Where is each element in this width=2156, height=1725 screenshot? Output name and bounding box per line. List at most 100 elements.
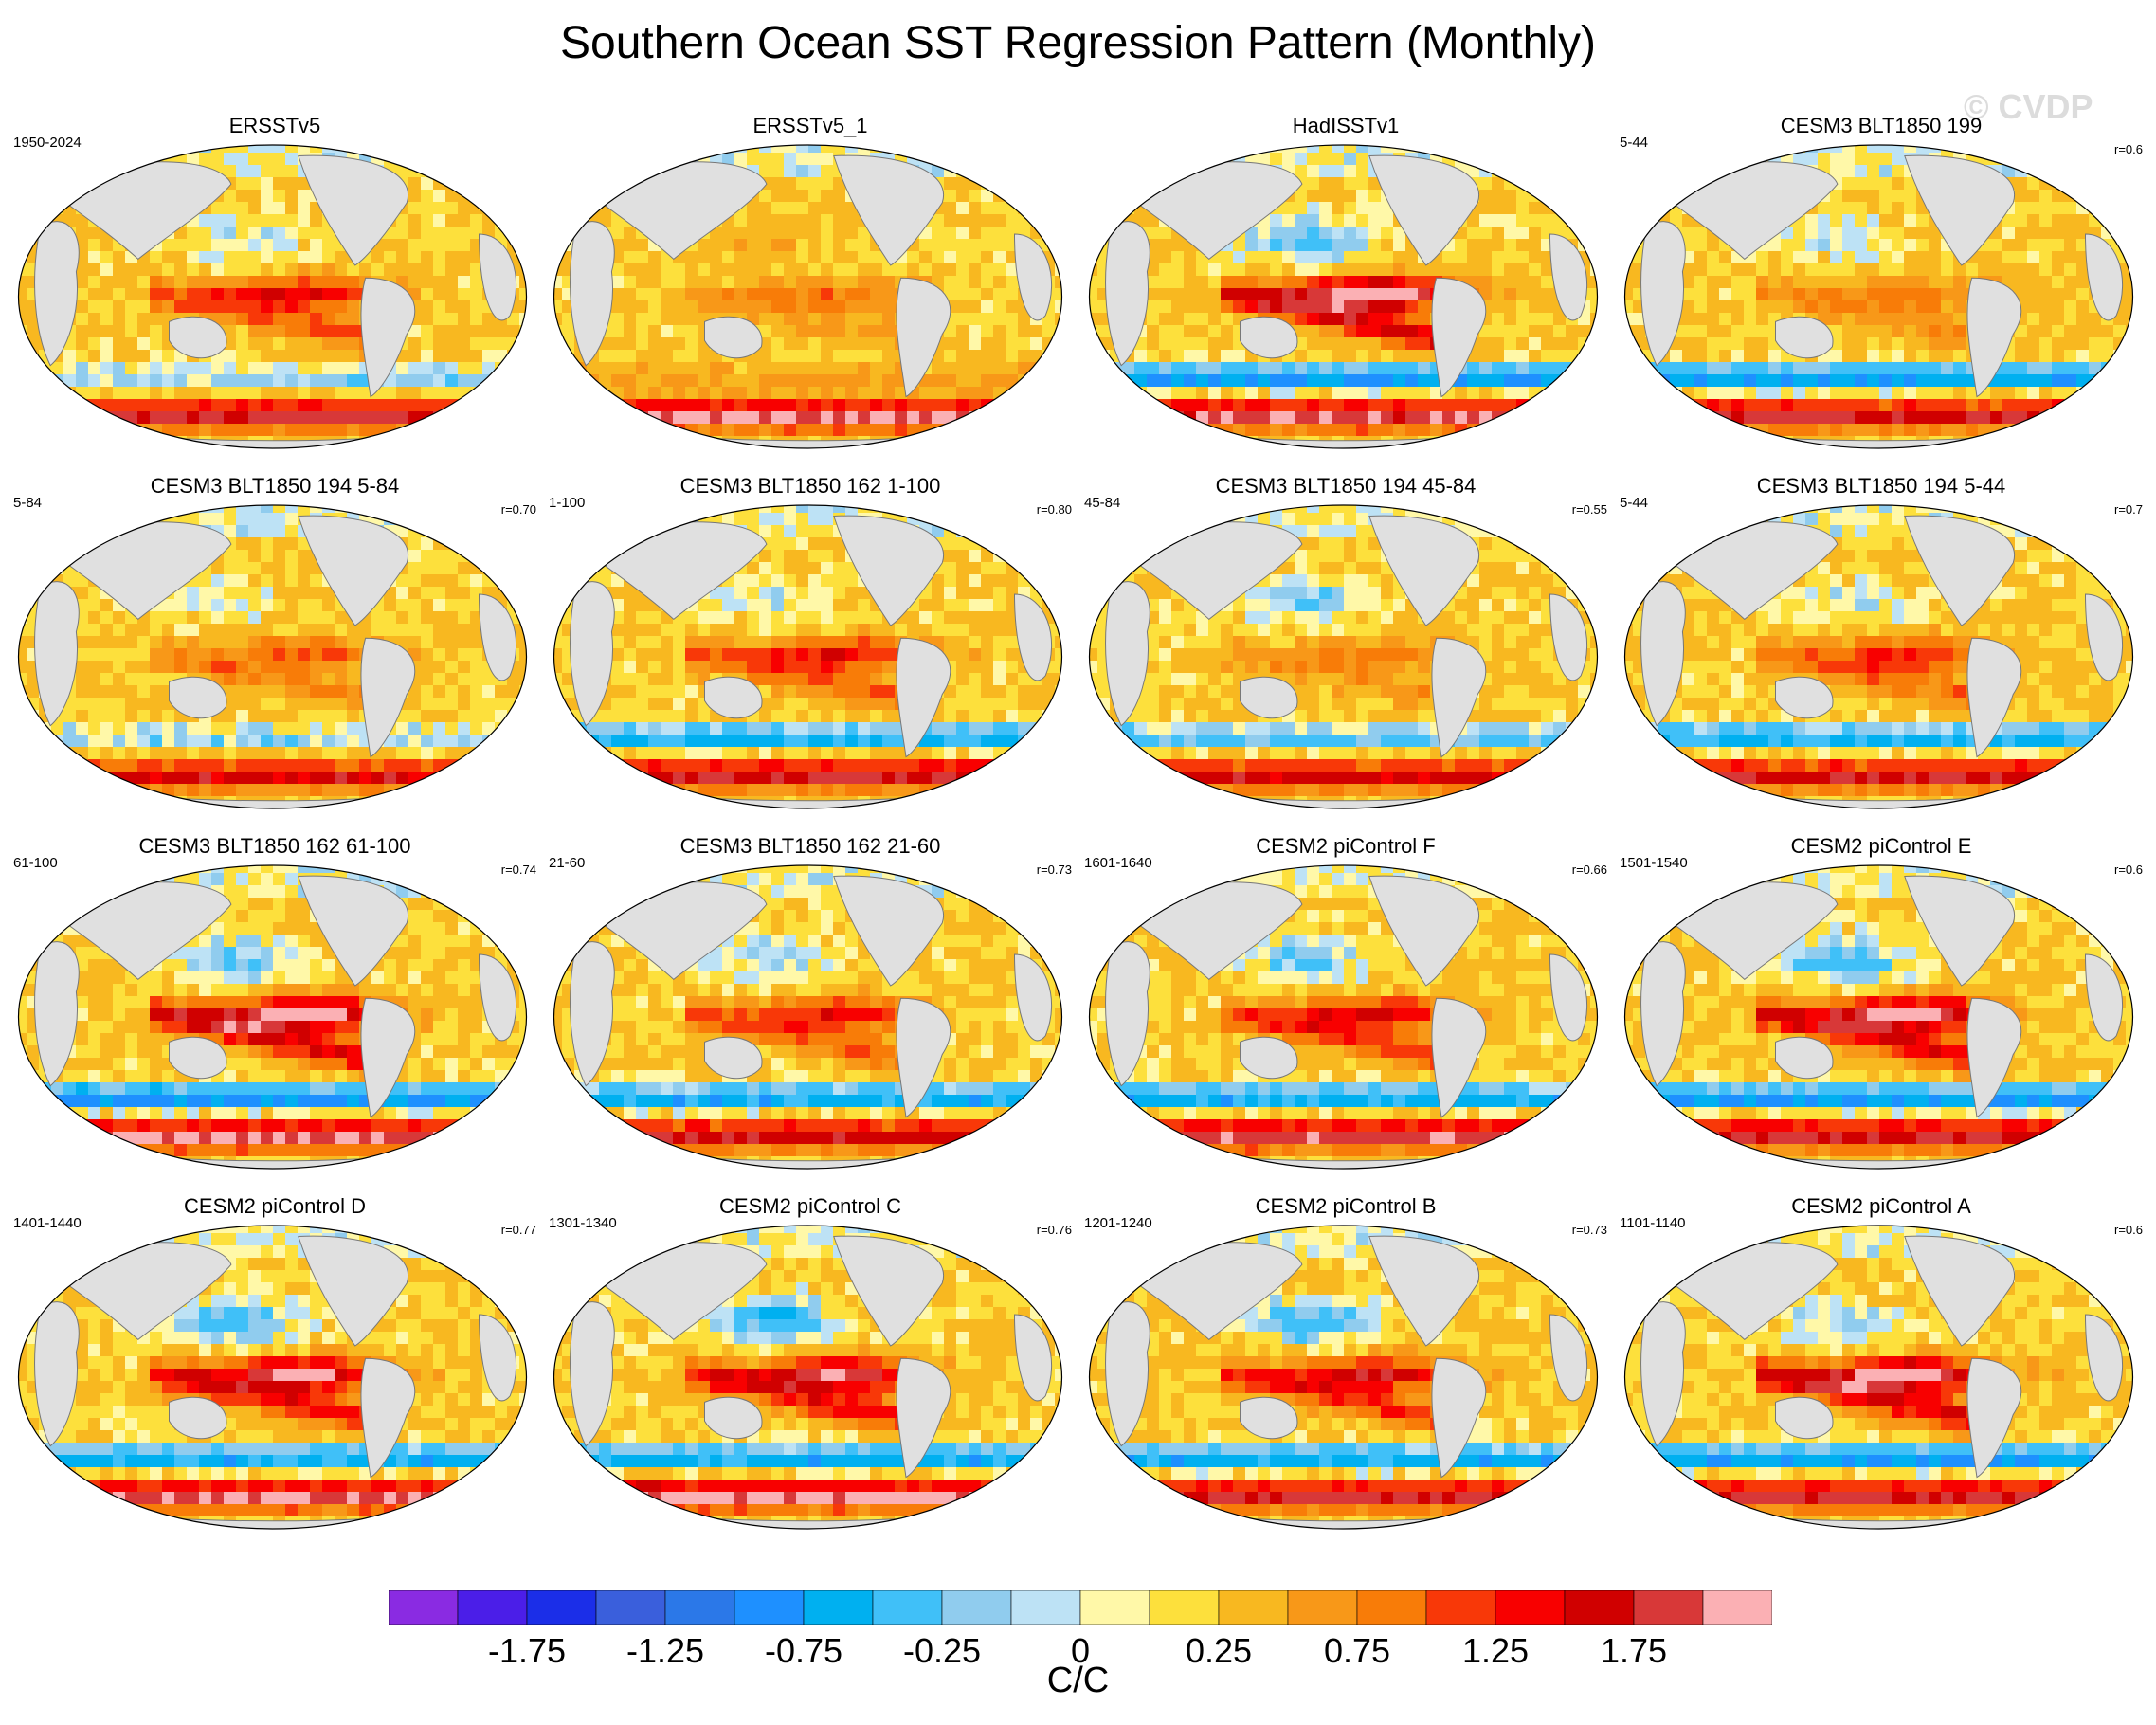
sst-regression-map <box>553 144 1063 449</box>
panel-correlation-label: r=0.77 <box>500 1223 536 1237</box>
map-panel: CESM3 BLT1850 194 5-44 5-44 r=0.7 <box>1616 474 2147 834</box>
panel-title: CESM3 BLT1850 162 1-100 <box>679 474 941 498</box>
land-mass <box>1672 1242 1839 1341</box>
panel-correlation-label: r=0.73 <box>1036 862 1072 877</box>
colorbar-tick-label: 1.75 <box>1601 1631 1667 1666</box>
colorbar-segment <box>595 1590 666 1625</box>
colorbar-segment <box>1564 1590 1635 1625</box>
map-panel: CESM2 piControl F 1601-1640 r=0.66 <box>1080 834 1611 1194</box>
colorbar-segment <box>1287 1590 1358 1625</box>
land-mass <box>601 521 768 621</box>
panel-correlation-label: r=0.66 <box>1571 862 1607 877</box>
land-mass <box>1368 154 1480 266</box>
map-outline <box>1623 1225 2134 1530</box>
panel-correlation-label: r=0.7 <box>2114 502 2143 517</box>
map-outline <box>553 1225 1063 1530</box>
panel-period-label: 5-84 <box>13 495 43 511</box>
colorbar-tick-label: 0 <box>1071 1631 1090 1666</box>
colorbar-segment <box>941 1590 1012 1625</box>
sst-regression-map <box>553 504 1063 809</box>
sst-regression-map <box>553 864 1063 1170</box>
panel-period-label: 1301-1340 <box>549 1215 617 1231</box>
land-mass <box>1240 1396 1298 1440</box>
colorbar-segment <box>1218 1590 1289 1625</box>
panel-period-label: 45-84 <box>1084 495 1121 511</box>
land-mass <box>1431 637 1487 758</box>
map-panel: ERSSTv5 1950-2024 <box>9 114 540 474</box>
land-mass <box>1966 637 2022 758</box>
land-mass <box>360 1357 416 1479</box>
panel-title: CESM3 BLT1850 194 5-84 <box>150 474 400 498</box>
panel-correlation-label: r=0.74 <box>500 862 536 877</box>
sst-regression-map <box>1088 1225 1599 1530</box>
land-mass <box>1549 593 1588 681</box>
panel-title: CESM2 piControl D <box>184 1194 366 1218</box>
panel-period-label: 21-60 <box>549 855 586 871</box>
colorbar-segment <box>1356 1590 1427 1625</box>
map-outline <box>17 864 528 1170</box>
land-mass <box>570 221 615 367</box>
land-mass <box>2084 593 2124 681</box>
colorbar-segment <box>457 1590 528 1625</box>
land-mass <box>1672 521 1839 621</box>
land-mass <box>896 1357 951 1479</box>
land-mass <box>169 316 227 359</box>
land-mass <box>1775 1396 1834 1440</box>
panel-correlation-label: r=0.55 <box>1571 502 1607 517</box>
panel-period-label: 1401-1440 <box>13 1215 82 1231</box>
colorbar-segment <box>1633 1590 1704 1625</box>
land-mass <box>65 881 232 981</box>
panel-correlation-label: r=0.70 <box>500 502 536 517</box>
land-mass <box>298 875 409 987</box>
colorbar-segment <box>1495 1590 1566 1625</box>
panel-period-label: 1101-1140 <box>1620 1215 1686 1231</box>
colorbar-tick-label: -0.75 <box>765 1631 842 1666</box>
colorbar-segment <box>1010 1590 1081 1625</box>
land-mass <box>1105 1301 1150 1447</box>
land-mass <box>833 1235 945 1347</box>
sst-regression-map <box>1088 144 1599 449</box>
land-mass <box>1105 941 1150 1087</box>
map-panel: HadISSTv1 <box>1080 114 1611 474</box>
land-mass <box>704 1396 763 1440</box>
colorbar-units-label: C/C <box>1046 1661 1110 1700</box>
land-mass <box>1136 881 1303 981</box>
watermark: © CVDP <box>1964 87 2093 126</box>
land-mass <box>704 676 763 719</box>
land-mass <box>1549 1314 1588 1402</box>
panel-title: CESM2 piControl C <box>719 1194 901 1218</box>
map-outline <box>17 504 528 809</box>
land-mass <box>570 941 615 1087</box>
land-mass <box>298 1235 409 1347</box>
sst-regression-map <box>553 1225 1063 1530</box>
land-mass <box>1640 1301 1686 1447</box>
land-mass <box>1105 221 1150 367</box>
land-mass <box>1775 316 1834 359</box>
land-mass <box>360 277 416 398</box>
land-mass <box>1368 1235 1480 1347</box>
land-mass <box>601 1242 768 1341</box>
land-mass <box>896 997 951 1118</box>
figure-title: Southern Ocean SST Regression Pattern (M… <box>560 18 1596 68</box>
colorbar-tick-label: 0.75 <box>1324 1631 1390 1666</box>
panel-title: CESM2 piControl E <box>1790 834 1972 858</box>
land-mass <box>1904 875 2016 987</box>
land-mass <box>478 953 517 1042</box>
land-mass <box>1013 593 1053 681</box>
map-panel: CESM3 BLT1850 162 1-100 1-100 r=0.80 <box>545 474 1076 834</box>
map-panel: CESM3 BLT1850 162 61-100 61-100 r=0.74 <box>9 834 540 1194</box>
map-outline <box>17 144 528 449</box>
map-panel: CESM2 piControl C 1301-1340 r=0.76 <box>545 1194 1076 1554</box>
land-mass <box>360 997 416 1118</box>
panel-period-label: 1201-1240 <box>1084 1215 1152 1231</box>
panel-period-label: 5-44 <box>1620 495 1649 511</box>
map-outline <box>553 864 1063 1170</box>
map-panel: CESM2 piControl A 1101-1140 r=0.6 <box>1616 1194 2147 1554</box>
panel-period-label: 1950-2024 <box>13 135 82 151</box>
colorbar-tick-label: -1.25 <box>626 1631 704 1666</box>
land-mass <box>570 581 615 727</box>
panel-title: CESM3 BLT1850 194 5-44 <box>1756 474 2006 498</box>
land-mass <box>1966 1357 2022 1479</box>
panel-correlation-label: r=0.6 <box>2114 142 2143 156</box>
